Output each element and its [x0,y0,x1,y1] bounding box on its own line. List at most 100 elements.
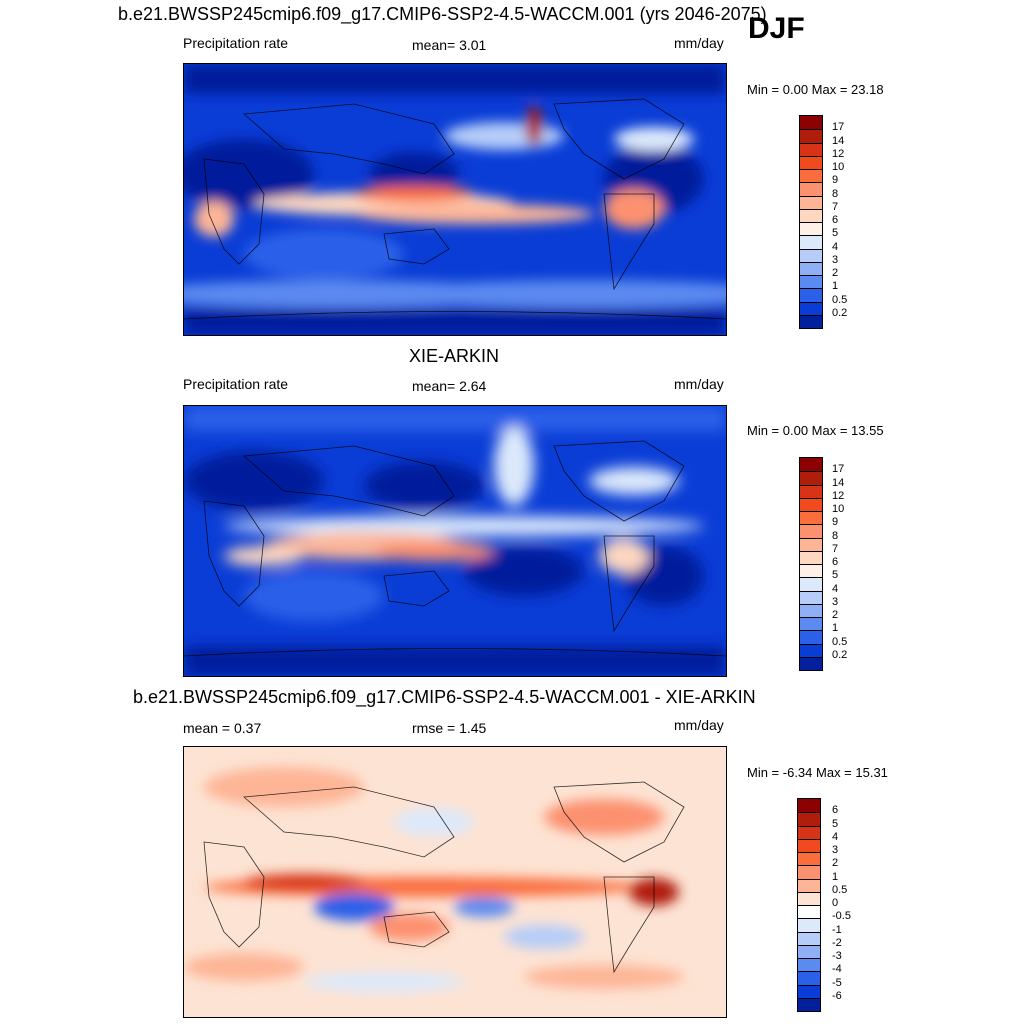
colorbar-box [798,799,820,813]
colorbar-tick-label: 10 [832,503,845,515]
colorbar-tick-label: 5 [832,569,839,582]
colorbar-box [800,142,822,156]
colorbar-box [800,564,822,578]
panel-1-variable-label: Precipitation rate [183,35,289,51]
colorbar-tick-label: -6 [832,989,842,1002]
colorbar-tick-label: 7 [832,200,839,213]
colorbar-box [800,550,822,564]
colorbar-box [798,812,820,826]
colorbar-box [798,865,820,879]
colorbar-box [800,511,822,525]
panel-1-colorbar-ticks: 17 14 12 10 9 8 7 6 5 4 3 2 1 0.5 0.2 [832,115,872,327]
colorbar-box [800,208,822,222]
colorbar-box [800,248,822,262]
colorbar-box [800,169,822,183]
colorbar-tick-label: -0.5 [832,910,851,923]
colorbar-tick-label: 8 [832,187,839,200]
colorbar-box [800,222,822,236]
season-label: DJF [748,12,805,45]
panel-1-mean-label: mean= 3.01 [412,37,487,53]
colorbar-box [800,235,822,249]
colorbar-tick-label: 6 [832,556,839,568]
colorbar-box [800,630,822,644]
colorbar-box [800,603,822,617]
panel-3-map [183,746,727,1018]
colorbar-box [800,288,822,302]
colorbar-tick-label: 4 [832,582,839,595]
colorbar-box [798,918,820,932]
colorbar-box [798,825,820,839]
panel-1-units-label: mm/day [674,35,724,51]
panel-2-variable-label: Precipitation rate [183,376,289,392]
colorbar-tick-label: 10 [832,161,845,173]
colorbar-box [798,891,820,905]
colorbar-tick-label: 14 [832,134,845,147]
colorbar-box [798,878,820,892]
colorbar-tick-label: 14 [832,476,845,489]
panel-3-minmax-label: Min = -6.34 Max = 15.31 [747,765,888,780]
panel-3-title: b.e21.BWSSP245cmip6.f09_g17.CMIP6-SSP2-4… [133,687,756,707]
colorbar-tick-label: 2 [832,267,839,279]
panel-1-title: b.e21.BWSSP245cmip6.f09_g17.CMIP6-SSP2-4… [118,4,767,24]
colorbar-box [800,524,822,538]
colorbar-box [800,301,822,315]
panel-1-colorbar [799,115,823,329]
colorbar-tick-label: 0.2 [832,306,848,319]
colorbar-box [800,577,822,591]
colorbar-tick-label: 9 [832,174,839,187]
panel-2-minmax-label: Min = 0.00 Max = 13.55 [747,423,884,438]
colorbar-box [798,838,820,852]
colorbar-tick-label: 4 [832,830,839,843]
colorbar-tick-label: 3 [832,253,839,266]
colorbar-tick-label: 0.5 [832,293,848,306]
panel-2-title: XIE-ARKIN [409,346,500,366]
colorbar-tick-label: 0.5 [832,883,848,896]
colorbar-box [800,537,822,551]
colorbar-box [800,261,822,275]
colorbar-tick-label: 0 [832,897,839,909]
colorbar-tick-label: -5 [832,976,842,989]
colorbar-tick-label: 17 [832,463,845,476]
colorbar-box [800,314,822,328]
colorbar-box [800,195,822,209]
colorbar-tick-label: -4 [832,963,842,976]
colorbar-tick-label: -2 [832,936,842,949]
colorbar-tick-label: 7 [832,542,839,555]
colorbar-box [798,931,820,945]
panel-2-map [183,405,727,677]
panel-3-mean-label: mean = 0.37 [183,720,262,736]
panel-2-colorbar-ticks: 17 14 12 10 9 8 7 6 5 4 3 2 1 0.5 0.2 [832,457,872,669]
colorbar-tick-label: 6 [832,804,839,817]
colorbar-tick-label: 1 [832,280,839,293]
colorbar-box [800,458,822,472]
colorbar-box [798,852,820,866]
colorbar-box [800,497,822,511]
panel-3-colorbar-ticks: 6 5 4 3 2 1 0.5 0 -0.5 -1 -2 -3 -4 -5 -6 [832,798,872,1010]
colorbar-tick-label: 6 [832,214,839,226]
panel-1-minmax-label: Min = 0.00 Max = 23.18 [747,82,884,97]
panel-3-units-label: mm/day [674,717,724,733]
panel-1-map [183,63,727,336]
colorbar-tick-label: 1 [832,870,839,883]
colorbar-box [798,944,820,958]
colorbar-box [800,590,822,604]
colorbar-box [798,905,820,919]
colorbar-box [800,275,822,289]
colorbar-tick-label: 3 [832,595,839,608]
colorbar-tick-label: -1 [832,923,842,936]
panel-2-units-label: mm/day [674,376,724,392]
panel-3-rmse-label: rmse = 1.45 [412,720,487,736]
colorbar-tick-label: 0.2 [832,648,848,661]
colorbar-box [798,971,820,985]
colorbar-tick-label: 12 [832,147,845,160]
colorbar-box [798,984,820,998]
colorbar-box [800,182,822,196]
colorbar-box [800,656,822,670]
colorbar-box [800,617,822,631]
colorbar-tick-label: 5 [832,817,839,830]
colorbar-box [800,155,822,169]
colorbar-tick-label: 0.5 [832,635,848,648]
colorbar-tick-label: 17 [832,121,845,134]
colorbar-tick-label: -3 [832,950,842,962]
colorbar-tick-label: 12 [832,489,845,502]
